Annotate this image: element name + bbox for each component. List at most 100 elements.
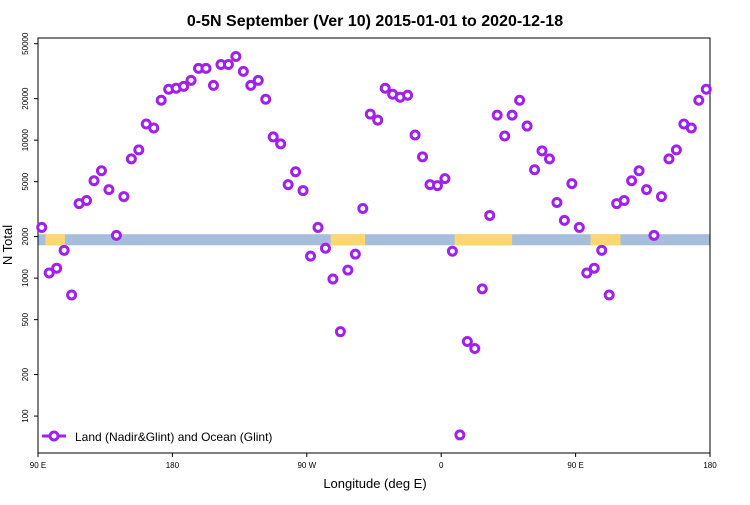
data-point — [327, 273, 339, 285]
data-point — [454, 429, 466, 441]
legend-marker — [48, 430, 60, 442]
data-point — [379, 82, 391, 94]
data-point — [693, 94, 705, 106]
legend: Land (Nadir&Glint) and Ocean (Glint) — [42, 430, 272, 444]
data-point — [558, 214, 570, 226]
data-point — [357, 202, 369, 214]
x-tick-label: 90 E — [30, 461, 46, 470]
data-point — [364, 108, 376, 120]
data-point — [499, 130, 511, 142]
data-point — [267, 131, 279, 143]
data-point — [230, 51, 242, 63]
data-point — [282, 179, 294, 191]
data-point — [603, 289, 615, 301]
legend-label: Land (Nadir&Glint) and Ocean (Glint) — [75, 430, 272, 444]
x-tick-label: 0 — [439, 461, 444, 470]
data-point — [596, 244, 608, 256]
data-point — [58, 244, 70, 256]
data-point — [551, 197, 563, 209]
data-point — [125, 153, 137, 165]
land-segment — [590, 234, 621, 246]
land-segment — [454, 234, 513, 246]
data-point — [417, 151, 429, 163]
y-tick-label: 500 — [21, 312, 30, 326]
x-tick-label: 90 E — [567, 461, 583, 470]
data-point — [245, 79, 257, 91]
data-point — [536, 145, 548, 157]
data-point — [88, 175, 100, 187]
data-point — [200, 62, 212, 74]
chart-title: 0-5N September (Ver 10) 2015-01-01 to 20… — [187, 13, 563, 30]
data-point — [297, 185, 309, 197]
data-point — [484, 209, 496, 221]
y-tick-label: 100 — [21, 409, 30, 423]
y-tick-label: 2000 — [21, 227, 30, 245]
data-point — [439, 173, 451, 185]
data-point — [260, 93, 272, 105]
surface-type-strip — [38, 234, 710, 246]
data-point — [588, 262, 600, 274]
y-tick-label: 20000 — [21, 87, 30, 110]
data-point — [581, 267, 593, 279]
data-point — [633, 165, 645, 177]
data-point — [178, 80, 190, 92]
y-axis-label: N Total — [0, 225, 15, 265]
data-point — [305, 250, 317, 262]
data-point — [222, 58, 234, 70]
y-axis: 100 200 500 1000 2000 5000 10000 20000 50000 — [21, 32, 38, 423]
data-point — [663, 153, 675, 165]
data-point — [626, 175, 638, 187]
data-point — [81, 195, 93, 207]
x-axis: 90 E 180 90 W 0 90 E 180 — [30, 453, 717, 470]
data-point — [118, 191, 130, 203]
y-tick-label: 50000 — [21, 32, 30, 55]
data-point — [402, 89, 414, 101]
data-points — [36, 51, 712, 441]
data-point — [51, 262, 63, 274]
data-point — [185, 74, 197, 86]
data-point — [446, 245, 458, 257]
data-point — [237, 65, 249, 77]
y-tick-label: 200 — [21, 367, 30, 381]
data-point — [334, 326, 346, 338]
data-point — [349, 248, 361, 260]
y-tick-label: 5000 — [21, 172, 30, 190]
data-point — [275, 138, 287, 150]
data-point — [469, 342, 481, 354]
data-point — [103, 184, 115, 196]
data-point — [95, 165, 107, 177]
data-point — [506, 109, 518, 121]
data-point — [641, 184, 653, 196]
data-point — [529, 164, 541, 176]
data-point — [543, 153, 555, 165]
data-point — [133, 144, 145, 156]
data-point — [648, 229, 660, 241]
y-tick-label: 1000 — [21, 269, 30, 287]
plot-frame — [37, 37, 711, 454]
data-point — [514, 94, 526, 106]
data-point — [155, 94, 167, 106]
land-segment — [330, 234, 366, 246]
data-point — [685, 122, 697, 134]
x-tick-label: 180 — [166, 461, 180, 470]
data-point — [461, 336, 473, 348]
data-point — [700, 83, 712, 95]
data-point — [290, 166, 302, 178]
data-point — [148, 122, 160, 134]
data-point — [342, 264, 354, 276]
data-point — [110, 229, 122, 241]
y-tick-label: 10000 — [21, 128, 30, 151]
data-point — [618, 195, 630, 207]
data-point — [431, 180, 443, 192]
x-tick-label: 90 W — [297, 461, 316, 470]
x-tick-label: 180 — [703, 461, 717, 470]
data-point — [319, 242, 331, 254]
data-point — [207, 79, 219, 91]
data-point — [566, 178, 578, 190]
data-point — [476, 283, 488, 295]
data-point — [43, 267, 55, 279]
data-point — [491, 109, 503, 121]
data-point — [312, 221, 324, 233]
x-axis-label: Longitude (deg E) — [323, 476, 426, 491]
